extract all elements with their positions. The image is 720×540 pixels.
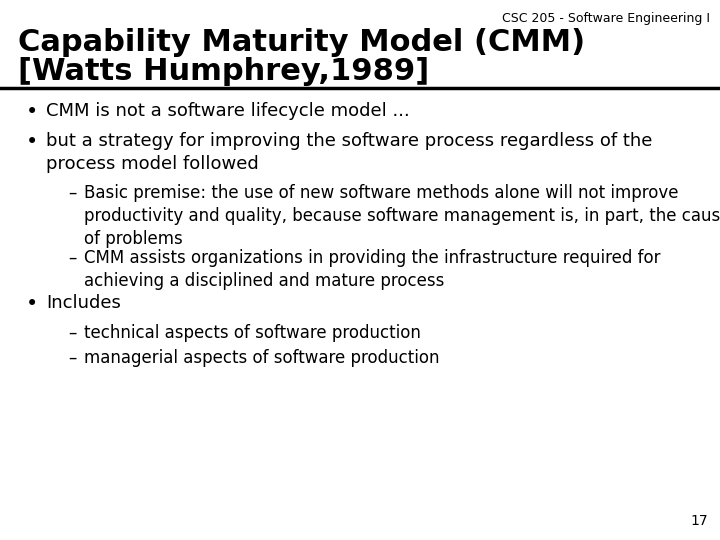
Text: •: • (26, 132, 38, 152)
Text: technical aspects of software production: technical aspects of software production (84, 324, 421, 342)
Text: –: – (68, 349, 76, 367)
Text: [Watts Humphrey,1989]: [Watts Humphrey,1989] (18, 57, 429, 86)
Text: CSC 205 - Software Engineering I: CSC 205 - Software Engineering I (502, 12, 710, 25)
Text: Includes: Includes (46, 294, 121, 312)
Text: managerial aspects of software production: managerial aspects of software productio… (84, 349, 439, 367)
Text: –: – (68, 184, 76, 202)
Text: CMM is not a software lifecycle model ...: CMM is not a software lifecycle model ..… (46, 102, 410, 120)
Text: but a strategy for improving the software process regardless of the
process mode: but a strategy for improving the softwar… (46, 132, 652, 173)
Text: –: – (68, 249, 76, 267)
Text: Capability Maturity Model (CMM): Capability Maturity Model (CMM) (18, 28, 585, 57)
Text: •: • (26, 294, 38, 314)
Text: •: • (26, 102, 38, 122)
Text: CMM assists organizations in providing the infrastructure required for
achieving: CMM assists organizations in providing t… (84, 249, 660, 290)
Text: 17: 17 (690, 514, 708, 528)
Text: –: – (68, 324, 76, 342)
Text: Basic premise: the use of new software methods alone will not improve
productivi: Basic premise: the use of new software m… (84, 184, 720, 248)
